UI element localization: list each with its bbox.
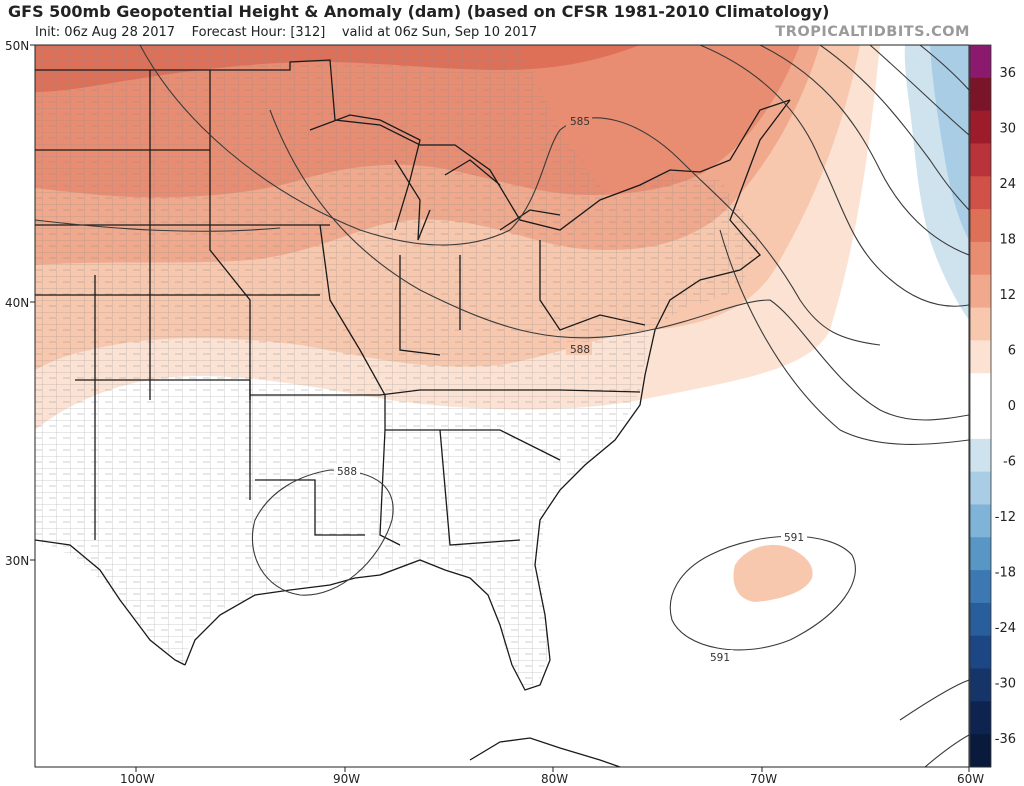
state-line-9 [319,224,386,430]
colorbar-tick-label: -30 [995,677,1016,692]
colorbar-swatch [970,340,991,374]
colorbar-swatch [970,701,991,735]
state-line-7 [75,379,251,500]
caribbean-cuba [469,737,621,767]
lon-label-90w: 90W [333,772,360,786]
colorbar-swatch [970,635,991,670]
colorbar-swatch [970,406,991,440]
colorbar-swatch [970,143,991,177]
lon-label-60w: 60W [957,772,984,786]
contour-n2 [759,45,969,256]
colorbar-swatch [970,77,991,112]
valid-time: valid at 06z Sun, Sep 10 2017 [341,25,538,40]
colorbar-swatch [970,668,991,702]
state-line-10 [399,255,441,356]
contour-585 [35,219,281,232]
contour-n4 [869,45,969,136]
contour-label-585: 585 [570,116,590,128]
lat-label-30n: 30N [5,554,29,568]
colorbar-tick-label: -36 [995,732,1016,747]
us-canada-border [35,59,791,231]
state-line-8 [250,389,641,396]
watermark: TROPICALTIDBITS.COM [775,24,970,40]
contour-s1 [719,229,969,445]
county-lines [35,45,760,690]
colorbar-swatch [970,307,991,341]
colorbar-swatch [970,274,991,309]
state-line-12 [539,240,646,331]
colorbar-tick-label: 18 [999,232,1016,247]
lon-label-100w: 100W [120,772,155,786]
contour-n3 [819,45,969,211]
anomaly-neg12-band [930,45,969,240]
colorbar-tick-label: 36 [999,66,1016,81]
state-line-13 [255,479,365,536]
colorbar-tick-label: 30 [999,121,1016,136]
lon-label-80w: 80W [541,772,568,786]
colorbar-tick-label: -6 [1003,455,1016,470]
colorbar-swatch [970,734,991,768]
colorbar-tick-label: 24 [999,177,1016,192]
colorbar-swatch [970,602,991,637]
colorbar-swatch [970,110,991,144]
contour-label-591-north: 591 [784,532,804,544]
colorbar-swatch [970,537,991,571]
contour-591 [669,535,856,651]
contour-588-gulf [251,469,394,596]
contour-labels: 585 588 588 591 591 [334,114,807,664]
colorbar-swatch [970,241,991,276]
init-time: Init: 06z Aug 28 2017 [35,25,176,40]
map-subtitle: Init: 06z Aug 28 2017 Forecast Hour: [31… [35,25,537,40]
height-contours [35,45,969,767]
colorbar-tick-label: 6 [1008,343,1016,358]
longitude-axis [135,767,970,772]
colorbar-tick-label: 12 [999,288,1016,303]
contour-588 [269,109,969,421]
colorbar-tick-label: 0 [1008,399,1016,414]
lon-label-70w: 70W [750,772,777,786]
state-line-15 [439,429,521,546]
colorbar-tick-label: -12 [995,510,1016,525]
contour-label-588-gulf: 588 [337,466,357,478]
map-frame [34,44,970,768]
colorbar-swatch [970,504,991,538]
latitude-axis [30,44,35,561]
contour-n5 [919,45,969,91]
contour-label-588-east: 588 [570,344,590,356]
colorbar-tick-label: -18 [995,566,1016,581]
atlantic-coastline [184,99,791,691]
colorbar-swatch [970,176,991,210]
contour-se [899,679,969,767]
contour-n1 [699,45,969,307]
colorbar-swatch [970,373,991,407]
lat-label-40n: 40N [5,296,29,310]
contour-1 [139,45,881,346]
mexico-border [35,539,186,666]
state-line-2 [209,70,251,400]
map-title: GFS 500mb Geopotential Height & Anomaly … [8,2,830,21]
state-line-16 [385,429,561,461]
map-plot-area: 585 588 588 591 591 [35,45,969,767]
forecast-hour: Forecast Hour: [312] [191,25,326,40]
colorbar-swatch [970,209,991,243]
colorbar-swatch [970,570,991,604]
contour-label-591-south: 591 [710,652,730,664]
colorbar [969,44,992,768]
great-lakes [309,114,561,241]
colorbar-tick-label: -24 [995,621,1016,636]
lat-label-50n: 50N [5,39,29,53]
colorbar-swatch [970,45,991,79]
anomaly-6-patch [733,544,813,602]
colorbar-frame [969,44,992,768]
colorbar-swatch [970,471,991,505]
colorbar-swatch [970,438,991,473]
colorbar-labels: 36 30 24 18 12 6 0 -6 -12 -18 -24 -30 -36 [995,66,1016,747]
state-line-14 [379,429,401,546]
